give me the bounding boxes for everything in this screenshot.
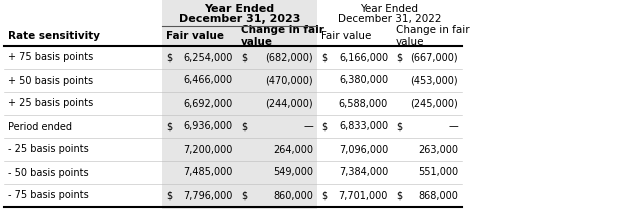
Text: (245,000): (245,000) — [410, 98, 458, 108]
Text: 264,000: 264,000 — [273, 144, 313, 154]
Text: December 31, 2022: December 31, 2022 — [338, 14, 441, 24]
Text: Rate sensitivity: Rate sensitivity — [8, 31, 100, 41]
Text: $: $ — [396, 121, 402, 131]
Text: 7,796,000: 7,796,000 — [184, 190, 233, 200]
Text: (470,000): (470,000) — [266, 75, 313, 85]
Text: $: $ — [396, 190, 402, 200]
Text: 6,466,000: 6,466,000 — [184, 75, 233, 85]
Text: $: $ — [396, 52, 402, 62]
Text: 6,588,000: 6,588,000 — [339, 98, 388, 108]
Text: Fair value: Fair value — [166, 31, 224, 41]
Text: 860,000: 860,000 — [273, 190, 313, 200]
Text: $: $ — [166, 121, 172, 131]
Text: $: $ — [241, 121, 247, 131]
Text: Change in fair
value: Change in fair value — [396, 25, 470, 47]
Text: (667,000): (667,000) — [410, 52, 458, 62]
Text: 6,692,000: 6,692,000 — [184, 98, 233, 108]
Text: 7,096,000: 7,096,000 — [339, 144, 388, 154]
Text: $: $ — [321, 121, 327, 131]
Text: —: — — [448, 121, 458, 131]
Text: 263,000: 263,000 — [418, 144, 458, 154]
Text: 6,833,000: 6,833,000 — [339, 121, 388, 131]
Text: 549,000: 549,000 — [273, 167, 313, 177]
Text: Year Ended: Year Ended — [204, 4, 275, 14]
Text: 6,254,000: 6,254,000 — [184, 52, 233, 62]
Text: $: $ — [321, 52, 327, 62]
Text: Change in fair
value: Change in fair value — [241, 25, 324, 47]
Text: $: $ — [166, 52, 172, 62]
Text: + 50 basis points: + 50 basis points — [8, 75, 93, 85]
Text: $: $ — [241, 190, 247, 200]
Text: $: $ — [321, 190, 327, 200]
Text: 7,200,000: 7,200,000 — [184, 144, 233, 154]
Text: $: $ — [241, 52, 247, 62]
Text: Period ended: Period ended — [8, 121, 72, 131]
Text: (453,000): (453,000) — [410, 75, 458, 85]
Text: 868,000: 868,000 — [418, 190, 458, 200]
Text: 551,000: 551,000 — [418, 167, 458, 177]
Text: - 75 basis points: - 75 basis points — [8, 190, 89, 200]
Text: —: — — [303, 121, 313, 131]
Text: (682,000): (682,000) — [266, 52, 313, 62]
Bar — [162, 0, 317, 209]
Text: + 75 basis points: + 75 basis points — [8, 52, 93, 62]
Text: 7,701,000: 7,701,000 — [339, 190, 388, 200]
Text: 7,384,000: 7,384,000 — [339, 167, 388, 177]
Text: + 25 basis points: + 25 basis points — [8, 98, 93, 108]
Text: Fair value: Fair value — [321, 31, 371, 41]
Text: - 50 basis points: - 50 basis points — [8, 167, 88, 177]
Text: $: $ — [166, 190, 172, 200]
Text: 6,936,000: 6,936,000 — [184, 121, 233, 131]
Text: - 25 basis points: - 25 basis points — [8, 144, 89, 154]
Text: Year Ended: Year Ended — [360, 4, 419, 14]
Text: (244,000): (244,000) — [266, 98, 313, 108]
Text: 7,485,000: 7,485,000 — [184, 167, 233, 177]
Text: 6,166,000: 6,166,000 — [339, 52, 388, 62]
Text: 6,380,000: 6,380,000 — [339, 75, 388, 85]
Text: December 31, 2023: December 31, 2023 — [179, 14, 300, 24]
